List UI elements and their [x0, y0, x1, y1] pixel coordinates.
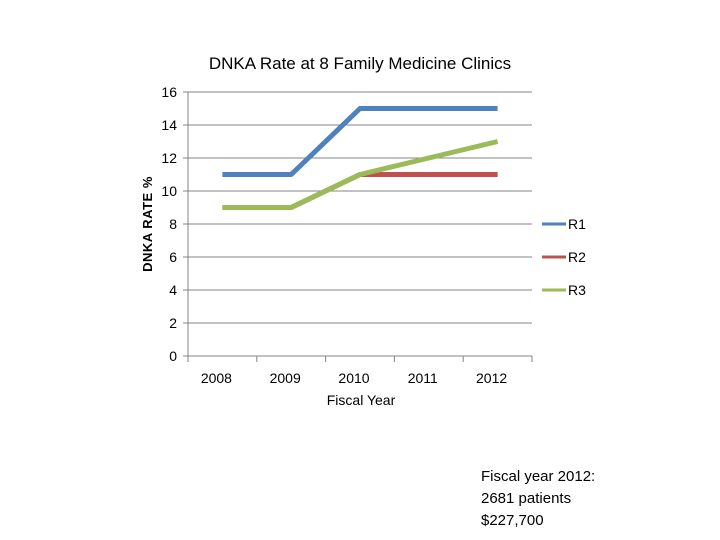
y-tick-labels: 0 2 4 6 8 10 12 14 16	[161, 84, 177, 364]
series-line-r1	[222, 106, 498, 177]
y-tick-label-6: 6	[169, 249, 177, 265]
x-tick-label-2008: 2008	[201, 370, 232, 386]
legend-label-r1: R1	[568, 216, 586, 232]
chart-title: DNKA Rate at 8 Family Medicine Clinics	[209, 54, 511, 73]
legend-label-r3: R3	[568, 282, 586, 298]
series-lines	[222, 106, 499, 210]
x-tick-labels: 2008 2009 2010 2011 2012	[201, 370, 508, 386]
y-tick-label-2: 2	[169, 315, 177, 331]
y-tick-label-12: 12	[161, 150, 177, 166]
x-tick-label-2011: 2011	[408, 370, 438, 386]
gridlines	[188, 91, 532, 324]
axes	[183, 91, 533, 362]
legend: R1 R2 R3	[542, 216, 586, 298]
x-tick-label-2009: 2009	[270, 370, 301, 386]
y-tick-label-16: 16	[161, 84, 177, 100]
y-tick-label-8: 8	[169, 216, 177, 232]
series-line-r3	[222, 139, 499, 210]
y-tick-label-10: 10	[161, 183, 177, 199]
note-line-1: Fiscal year 2012:	[481, 468, 596, 485]
y-tick-label-4: 4	[169, 282, 177, 298]
note-line-2: 2681 patients	[481, 490, 572, 507]
y-tick-label-0: 0	[169, 348, 177, 364]
x-tick-label-2012: 2012	[476, 370, 507, 386]
note-line-3: $227,700	[481, 512, 544, 529]
x-axis-title: Fiscal Year	[327, 392, 396, 408]
y-axis-title: DNKA RATE %	[140, 176, 155, 272]
x-tick-label-2010: 2010	[338, 370, 369, 386]
fiscal-year-note: Fiscal year 2012: 2681 patients $227,700	[481, 466, 681, 532]
y-tick-label-14: 14	[161, 117, 177, 133]
legend-label-r2: R2	[568, 249, 586, 265]
